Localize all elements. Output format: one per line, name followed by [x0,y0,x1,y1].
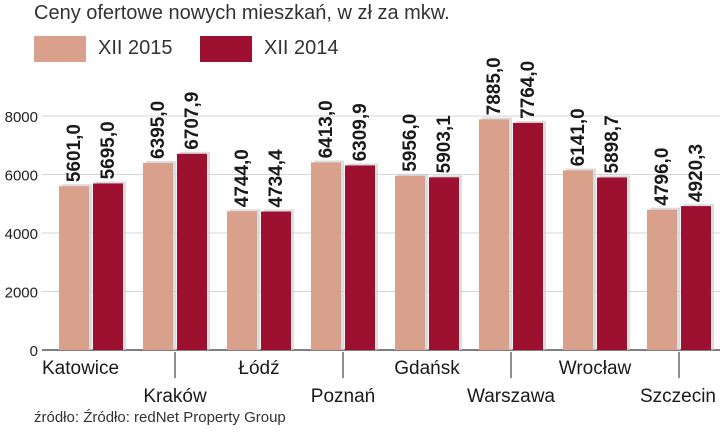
bar-warszawa-xii-2015 [479,119,509,351]
y-tick-label-2000: 2000 [5,285,38,302]
bar-kraków-xii-2015 [143,162,173,350]
category-label-katowice: Katowice [42,358,119,379]
legend-label-xii-2015: XII 2015 [98,37,173,59]
data-label-łódź-1: 4734,4 [266,149,287,208]
category-label-poznań: Poznań [311,386,375,407]
bar-szczecin-xii-2015 [647,209,677,350]
bar-kraków-xii-2014 [177,153,207,350]
legend-swatch-xii-2015 [34,36,86,62]
data-label-wrocław-1: 5898,7 [602,115,623,173]
data-label-szczecin-1: 4920,3 [686,144,707,202]
data-label-gdańsk-1: 5903,1 [434,115,455,174]
category-label-gdańsk: Gdańsk [394,358,460,379]
data-label-warszawa-1: 7764,0 [518,61,539,119]
bar-warszawa-xii-2014 [513,122,543,350]
bar-wrocław-xii-2015 [563,170,593,350]
bar-szczecin-xii-2014 [681,206,711,350]
data-label-katowice-1: 5695,0 [98,121,119,179]
legend-label-xii-2014: XII 2014 [264,37,339,59]
data-label-gdańsk-0: 5956,0 [400,114,421,172]
category-label-łódź: Łódź [238,358,279,379]
bar-poznań-xii-2014 [345,165,375,350]
category-label-wrocław: Wrocław [559,358,632,379]
bar-łódź-xii-2014 [261,211,291,350]
source-note: źródło: Źródło: redNet Property Group [34,409,286,426]
y-tick-label-8000: 8000 [5,109,38,126]
y-tick-label-0: 0 [30,343,38,360]
category-label-kraków: Kraków [143,386,207,407]
data-label-kraków-0: 6395,0 [148,101,169,159]
data-label-poznań-0: 6413,0 [316,100,337,158]
data-label-katowice-0: 5601,0 [64,124,85,182]
data-label-łódź-0: 4744,0 [232,149,253,207]
data-label-warszawa-0: 7885,0 [484,57,505,115]
bar-poznań-xii-2015 [311,162,341,350]
data-label-poznań-1: 6309,9 [350,103,371,161]
chart-title: Ceny ofertowe nowych mieszkań, w zł za m… [34,2,450,24]
data-label-wrocław-0: 6141,0 [568,108,589,166]
y-tick-label-6000: 6000 [5,168,38,185]
bar-katowice-xii-2014 [93,183,123,350]
bar-wrocław-xii-2014 [597,177,627,350]
category-label-szczecin: Szczecin [640,386,716,407]
bar-katowice-xii-2015 [59,186,89,350]
bar-gdańsk-xii-2015 [395,175,425,350]
data-label-kraków-1: 6707,9 [182,92,203,150]
bar-gdańsk-xii-2014 [429,177,459,350]
y-tick-label-4000: 4000 [5,226,38,243]
legend-swatch-xii-2014 [200,36,252,62]
bar-łódź-xii-2015 [227,211,257,350]
data-label-szczecin-0: 4796,0 [652,148,673,206]
category-label-warszawa: Warszawa [467,386,555,407]
